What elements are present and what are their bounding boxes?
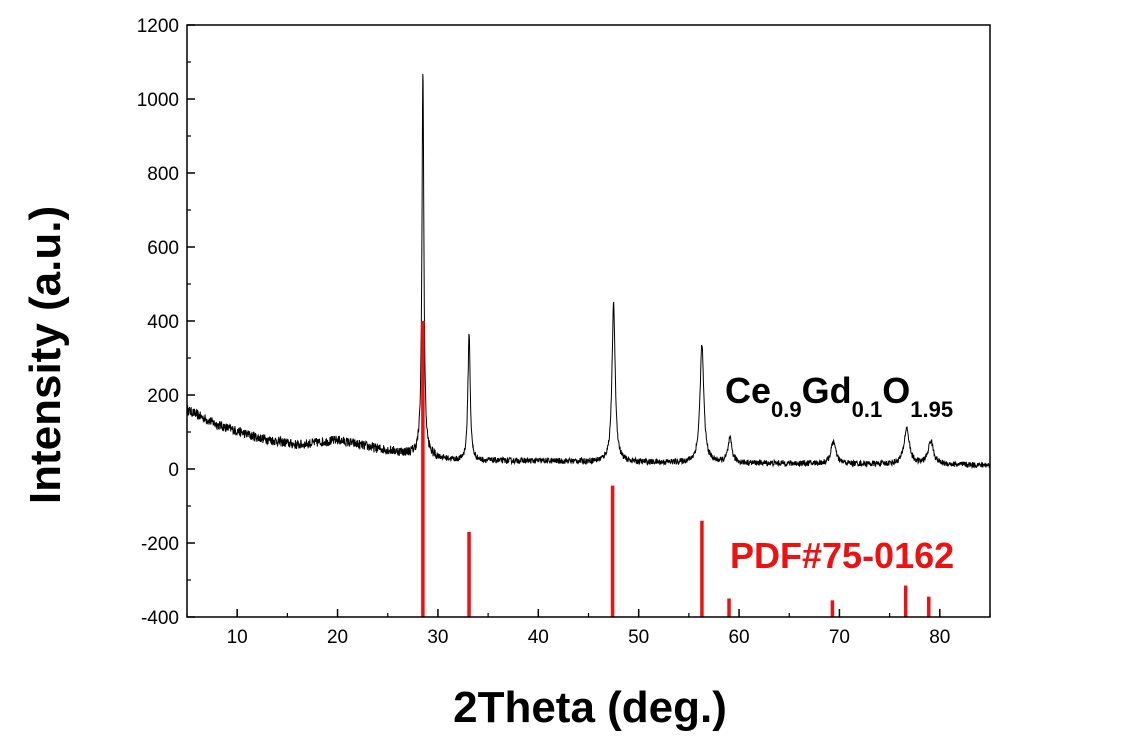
sample-label: Ce0.9Gd0.1O1.95 bbox=[725, 370, 953, 422]
x-tick-label: 20 bbox=[327, 627, 348, 648]
y-tick-label: 600 bbox=[147, 238, 179, 259]
y-axis: -400 -200 0 200 400 600 800 1000 1200 bbox=[137, 16, 195, 629]
x-tick-label: 30 bbox=[427, 627, 448, 648]
x-tick-label: 40 bbox=[528, 627, 549, 648]
xrd-pattern-line bbox=[186, 73, 991, 470]
xrd-pattern-series bbox=[186, 73, 991, 470]
y-tick-label: -400 bbox=[141, 608, 179, 629]
y-tick-label: 200 bbox=[147, 386, 179, 407]
x-tick-label: 10 bbox=[227, 627, 248, 648]
x-tick-label: 60 bbox=[728, 627, 749, 648]
plot-frame bbox=[186, 24, 991, 618]
y-tick-label: -200 bbox=[141, 534, 179, 555]
plot-area bbox=[186, 73, 991, 617]
x-axis-title: 2Theta (deg.) bbox=[453, 683, 727, 732]
y-axis-title: Intensity (a.u.) bbox=[21, 206, 70, 504]
y-tick-label: 1200 bbox=[137, 16, 179, 37]
reference-sticks bbox=[421, 321, 931, 617]
y-tick-label: 1000 bbox=[137, 90, 179, 111]
y-tick-label: 400 bbox=[147, 312, 179, 333]
y-tick-label: 800 bbox=[147, 164, 179, 185]
reference-label: PDF#75-0162 bbox=[730, 535, 954, 576]
y-tick-label: 0 bbox=[168, 460, 179, 481]
x-tick-label: 80 bbox=[929, 627, 950, 648]
x-tick-label: 70 bbox=[829, 627, 850, 648]
x-axis: 10 20 30 40 50 60 70 80 bbox=[186, 609, 991, 648]
x-tick-label: 50 bbox=[628, 627, 649, 648]
